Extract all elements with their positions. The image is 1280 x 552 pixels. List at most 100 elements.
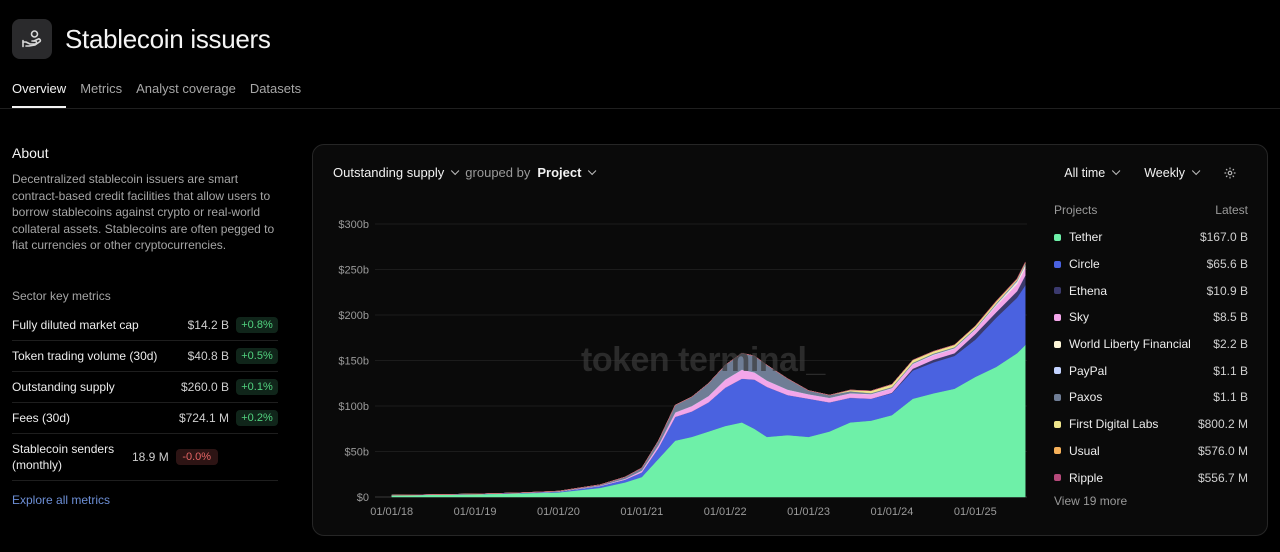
tab-datasets[interactable]: Datasets — [249, 81, 302, 96]
page-header: Stablecoin issuers — [12, 19, 271, 59]
chart-toolbar: Outstanding supply grouped by Project — [333, 165, 597, 180]
group-dropdown-label: Project — [537, 165, 582, 180]
metric-change-badge: +0.5% — [236, 347, 278, 364]
chevron-down-icon — [1112, 166, 1121, 176]
legend-swatch — [1054, 367, 1061, 375]
legend-item-value: $1.1 B — [1213, 390, 1248, 405]
legend-item[interactable]: Sky $8.5 B — [1054, 304, 1248, 331]
legend-header: Projects Latest — [1054, 203, 1248, 217]
legend-item-name: PayPal — [1069, 363, 1108, 378]
interval-dropdown[interactable]: Weekly — [1144, 166, 1201, 180]
legend-swatch — [1054, 313, 1061, 321]
legend-item[interactable]: Usual $576.0 M — [1054, 438, 1248, 465]
legend-item-name: Sky — [1069, 310, 1090, 325]
metric-value: $260.0 B — [180, 379, 229, 394]
legend-swatch — [1054, 340, 1061, 348]
metric-value: $40.8 B — [187, 348, 229, 363]
interval-label: Weekly — [1144, 166, 1185, 180]
y-tick-label: $50b — [345, 447, 369, 459]
metric-change-badge: +0.1% — [236, 378, 278, 395]
metric-value: 18.9 M — [132, 449, 169, 464]
legend-swatch — [1054, 393, 1061, 401]
tab-overview[interactable]: Overview — [12, 81, 67, 108]
legend-swatch — [1054, 233, 1061, 241]
chart-controls: All time Weekly — [1037, 166, 1237, 180]
legend-item-value: $800.2 M — [1197, 417, 1248, 432]
y-tick-label: $150b — [338, 356, 369, 368]
metric-change-badge: -0.0% — [175, 448, 218, 465]
watermark: token terminal_ — [581, 341, 825, 379]
metric-row-outstanding-supply: Outstanding supply $260.0 B +0.1% — [12, 372, 278, 403]
legend-item-value: $65.6 B — [1206, 257, 1248, 272]
legend-item-name: Ethena — [1069, 283, 1108, 298]
metric-value: $14.2 B — [187, 317, 229, 332]
metric-row-fdv: Fully diluted market cap $14.2 B +0.8% — [12, 310, 278, 341]
time-range-dropdown[interactable]: All time — [1064, 166, 1121, 180]
legend-item-name: First Digital Labs — [1069, 417, 1159, 432]
legend-col-projects: Projects — [1054, 203, 1098, 217]
x-tick-label: 01/01/25 — [954, 506, 997, 518]
y-tick-label: $100b — [338, 401, 369, 413]
legend-item[interactable]: Ethena $10.9 B — [1054, 277, 1248, 304]
gear-icon[interactable] — [1223, 166, 1237, 180]
hand-coins-icon — [12, 19, 52, 59]
tabs-divider — [0, 108, 1280, 109]
legend-items: Tether $167.0 B Circle $65.6 B Ethena $10.9 B… — [1054, 224, 1248, 491]
x-tick-label: 01/01/23 — [787, 506, 830, 518]
legend-swatch — [1054, 287, 1061, 295]
x-tick-label: 01/01/22 — [704, 506, 747, 518]
tab-metrics[interactable]: Metrics — [80, 81, 123, 96]
legend-item[interactable]: Circle $65.6 B — [1054, 251, 1248, 278]
x-tick-label: 01/01/20 — [537, 506, 580, 518]
chevron-down-icon — [1191, 166, 1201, 176]
metric-row-trading-volume: Token trading volume (30d) $40.8 B +0.5% — [12, 341, 278, 372]
about-text: Decentralized stablecoin issuers are sma… — [12, 172, 275, 253]
tab-bar: Overview Metrics Analyst coverage Datase… — [12, 81, 315, 108]
sidebar: About Decentralized stablecoin issuers a… — [12, 145, 278, 507]
chart-legend: Projects Latest Tether $167.0 B Circle $65.… — [1054, 203, 1248, 508]
view-more-link[interactable]: View 19 more — [1054, 493, 1128, 508]
y-tick-label: $300b — [338, 219, 369, 231]
legend-item-value: $167.0 B — [1199, 230, 1248, 245]
grouped-by-label: grouped by — [465, 165, 531, 180]
legend-col-latest: Latest — [1215, 203, 1248, 217]
legend-item-name: Circle — [1069, 257, 1100, 272]
stacked-area-chart: $0 $50b $100b $150b $200b $250b $300b 01/01/18 0… — [338, 219, 1027, 518]
legend-item[interactable]: Tether $167.0 B — [1054, 224, 1248, 251]
y-tick-label: $200b — [338, 310, 369, 322]
legend-item-value: $10.9 B — [1206, 283, 1248, 298]
x-tick-label: 01/01/19 — [454, 506, 497, 518]
tab-analyst-coverage[interactable]: Analyst coverage — [136, 81, 236, 96]
legend-item-value: $8.5 B — [1213, 310, 1248, 325]
metric-row-fees: Fees (30d) $724.1 M +0.2% — [12, 403, 278, 434]
legend-swatch — [1054, 260, 1061, 268]
metric-change-badge: +0.8% — [236, 316, 278, 333]
legend-swatch — [1054, 447, 1061, 455]
legend-item[interactable]: PayPal $1.1 B — [1054, 357, 1248, 384]
metric-value: $724.1 M — [178, 410, 229, 425]
metric-label: Stablecoin senders (monthly) — [12, 441, 115, 472]
legend-item-value: $556.7 M — [1197, 470, 1248, 485]
metric-dropdown-label: Outstanding supply — [333, 165, 445, 180]
legend-item[interactable]: Paxos $1.1 B — [1054, 384, 1248, 411]
legend-item[interactable]: World Liberty Financial $2.2 B — [1054, 331, 1248, 358]
metric-change-badge: +0.2% — [236, 409, 278, 426]
legend-item[interactable]: First Digital Labs $800.2 M — [1054, 411, 1248, 438]
legend-swatch — [1054, 420, 1061, 428]
x-tick-label: 01/01/18 — [370, 506, 413, 518]
legend-swatch — [1054, 474, 1061, 482]
metric-label: Outstanding supply — [12, 379, 115, 394]
metric-label: Fully diluted market cap — [12, 317, 139, 332]
group-dropdown[interactable]: Project — [537, 165, 597, 180]
time-range-label: All time — [1064, 166, 1106, 180]
legend-item-name: Usual — [1069, 443, 1100, 458]
metric-label: Fees (30d) — [12, 410, 71, 425]
metric-dropdown[interactable]: Outstanding supply — [333, 165, 460, 180]
series-area-ripple — [391, 261, 1026, 496]
explore-all-metrics-link[interactable]: Explore all metrics — [12, 492, 111, 507]
metric-label: Token trading volume (30d) — [12, 348, 158, 363]
legend-item-name: World Liberty Financial — [1069, 337, 1191, 352]
about-heading: About — [12, 145, 49, 161]
legend-item[interactable]: Ripple $556.7 M — [1054, 464, 1248, 491]
legend-item-value: $576.0 M — [1197, 443, 1248, 458]
